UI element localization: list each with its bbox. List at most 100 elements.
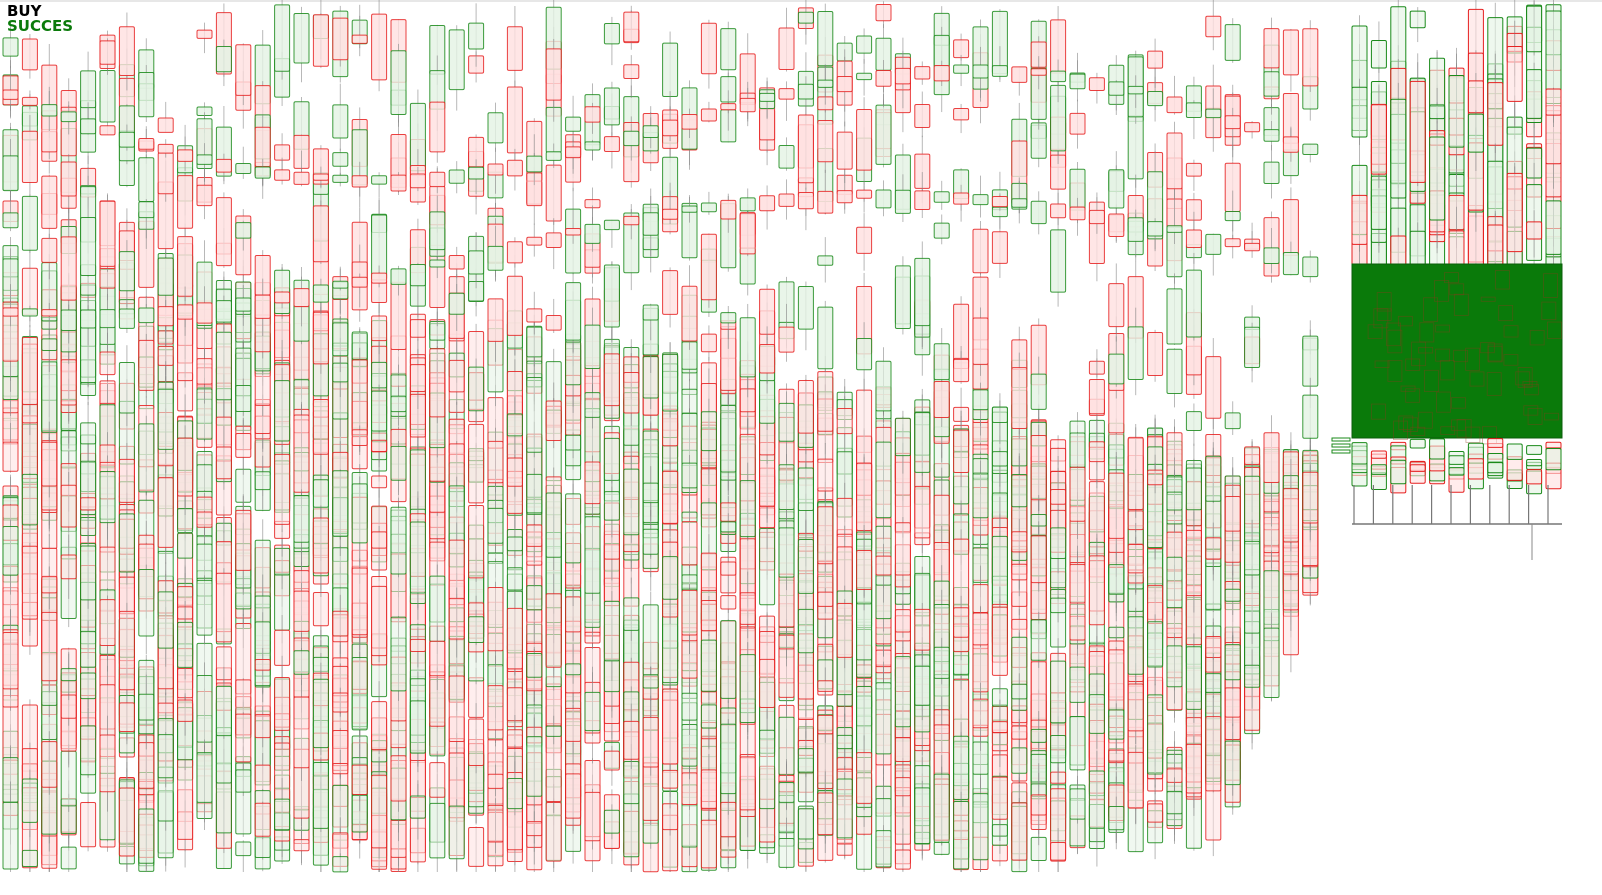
bearish-candle — [526, 524, 543, 547]
bearish-candle — [817, 591, 834, 607]
bearish-candle — [662, 688, 679, 765]
bearish-candle — [526, 821, 543, 837]
bullish-candle — [565, 116, 582, 132]
bearish-candle — [332, 692, 349, 713]
bullish-candle — [778, 464, 795, 510]
bearish-candle — [487, 804, 504, 843]
bearish-candle — [972, 612, 989, 646]
bearish-candle — [584, 791, 601, 842]
bullish-candle — [797, 748, 814, 774]
bullish-candle — [468, 616, 485, 643]
bearish-candle — [351, 764, 368, 795]
bullish-candle — [526, 473, 543, 514]
bullish-candle — [196, 579, 213, 636]
bullish-candle — [1011, 683, 1028, 700]
bullish-candle — [235, 222, 252, 239]
bearish-candle — [157, 143, 174, 154]
bearish-candle — [953, 358, 970, 383]
bullish-candle — [293, 494, 310, 543]
bullish-candle — [429, 802, 446, 859]
bearish-candle — [351, 567, 368, 636]
bearish-candle — [157, 152, 174, 195]
bearish-candle — [371, 585, 388, 657]
bearish-candle — [700, 108, 717, 122]
bearish-candle — [953, 429, 970, 473]
bearish-candle — [856, 226, 873, 254]
bearish-candle — [662, 119, 679, 137]
bearish-candle — [429, 762, 446, 798]
bearish-candle — [409, 173, 426, 189]
bearish-candle — [293, 414, 310, 493]
bearish-candle — [99, 599, 116, 647]
bullish-candle — [390, 445, 407, 481]
bearish-candle — [700, 600, 717, 632]
bearish-candle — [468, 827, 485, 867]
bullish-candle — [642, 125, 659, 139]
bearish-candle — [506, 457, 523, 487]
bullish-candle — [584, 141, 601, 151]
bearish-candle — [662, 270, 679, 315]
bearish-candle — [739, 97, 756, 113]
bearish-candle — [41, 175, 58, 229]
bullish-candle — [584, 516, 601, 594]
bearish-candle — [21, 96, 38, 106]
bullish-candle — [565, 282, 582, 341]
bearish-candle — [739, 756, 756, 811]
bearish-candle — [390, 174, 407, 192]
bullish-candle — [215, 46, 232, 73]
bullish-candle — [720, 28, 737, 71]
bearish-candle — [856, 550, 873, 590]
bearish-candle — [99, 40, 116, 65]
bullish-candle — [138, 423, 155, 493]
bearish-candle — [351, 359, 368, 436]
bullish-candle — [856, 337, 873, 371]
bearish-candle — [60, 359, 77, 406]
bullish-candle — [118, 361, 135, 414]
bullish-candle — [972, 389, 989, 411]
bullish-candle — [526, 736, 543, 797]
bullish-candle — [2, 155, 19, 192]
bullish-candle — [642, 482, 659, 504]
bearish-candle — [390, 755, 407, 802]
bullish-candle — [351, 657, 368, 731]
bullish-candle — [1011, 747, 1028, 774]
bullish-candle — [526, 652, 543, 678]
bearish-candle — [545, 400, 562, 442]
bullish-candle — [526, 585, 543, 611]
bearish-candle — [196, 302, 213, 324]
bullish-candle — [778, 145, 795, 169]
bullish-candle — [972, 472, 989, 519]
bearish-candle — [681, 521, 698, 566]
bullish-candle — [235, 841, 252, 857]
bullish-candle — [312, 479, 329, 508]
bullish-candle — [506, 777, 523, 810]
bearish-candle — [429, 171, 446, 188]
bearish-candle — [196, 511, 213, 528]
bullish-candle — [80, 70, 97, 109]
bearish-candle — [894, 736, 911, 762]
bullish-candle — [80, 422, 97, 445]
bullish-candle — [603, 600, 620, 662]
bearish-candle — [99, 351, 116, 376]
bullish-candle — [60, 668, 77, 682]
bullish-candle — [390, 268, 407, 285]
bullish-candle — [603, 491, 620, 521]
bullish-candle — [429, 211, 446, 251]
bearish-candle — [797, 114, 814, 184]
bearish-candle — [700, 233, 717, 301]
bearish-candle — [914, 104, 931, 128]
bullish-candle — [351, 483, 368, 544]
bearish-candle — [409, 319, 426, 338]
bullish-candle — [836, 734, 853, 750]
bullish-candle — [875, 830, 892, 868]
bullish-candle — [215, 685, 232, 737]
bearish-candle — [274, 291, 291, 304]
bullish-candle — [642, 304, 659, 321]
bearish-candle — [177, 304, 194, 320]
bullish-candle — [991, 406, 1008, 423]
bearish-candle — [448, 597, 465, 640]
bullish-candle — [603, 22, 620, 45]
bearish-candle — [700, 22, 717, 75]
